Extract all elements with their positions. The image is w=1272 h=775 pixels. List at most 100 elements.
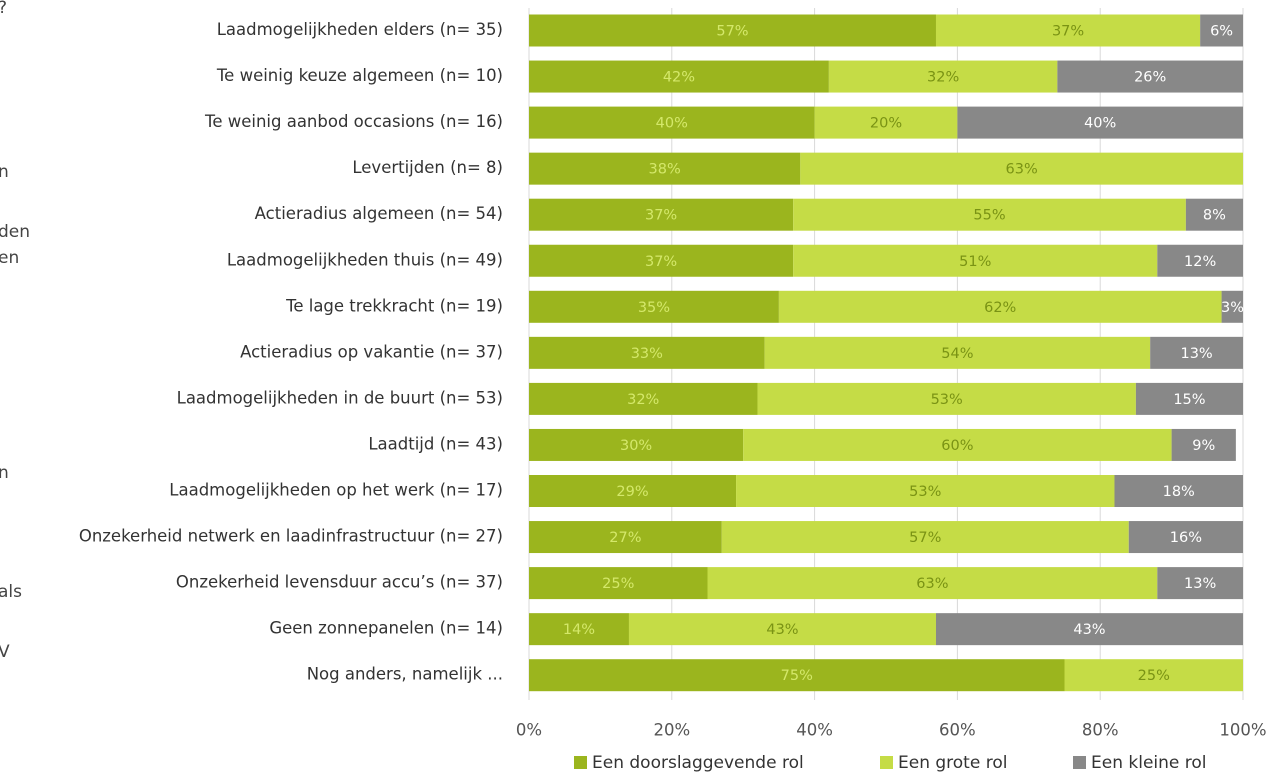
bar-segment-een-doorslaggevende-rol	[529, 152, 801, 185]
category-label: Actieradius algemeen (n= 54)	[255, 204, 503, 223]
category-label: Actieradius op vakantie (n= 37)	[240, 342, 503, 361]
bar-segment-een-doorslaggevende-rol	[529, 659, 1065, 692]
bar-segment-een-doorslaggevende-rol	[529, 613, 629, 646]
category-label: Laadtijd (n= 43)	[368, 434, 503, 453]
legend: Een doorslaggevende rol Een grote rol Een …	[574, 753, 1207, 773]
bar-segment-een-doorslaggevende-rol	[529, 14, 936, 47]
data-label: 14%	[563, 622, 595, 638]
data-label: 3%	[1221, 300, 1244, 316]
data-label: 6%	[1210, 24, 1233, 40]
category-label: Te weinig keuze algemeen (n= 10)	[216, 66, 503, 85]
data-label: 51%	[959, 254, 991, 270]
cropped-text-fragment: ?	[0, 0, 7, 18]
category-label: Nog anders, namelijk ...	[307, 665, 503, 684]
legend-swatch	[880, 756, 893, 769]
bar-segment-een-grote-rol	[800, 152, 1243, 185]
data-label: 20%	[870, 116, 902, 132]
bar-segment-een-doorslaggevende-rol	[529, 475, 737, 507]
data-label: 37%	[645, 254, 677, 270]
category-label: Laadmogelijkheden elders (n= 35)	[217, 20, 503, 39]
category-label: Levertijden (n= 8)	[352, 158, 503, 177]
data-label: 55%	[973, 208, 1005, 224]
data-label: 42%	[663, 70, 695, 86]
bar-segment-een-grote-rol	[721, 521, 1129, 554]
data-label: 8%	[1203, 208, 1226, 224]
legend-label: Een grote rol	[898, 753, 1007, 773]
bar-segment-een-kleine-rol	[1185, 198, 1243, 231]
data-label: 37%	[645, 208, 677, 224]
cropped-text-fragment: den	[0, 222, 30, 242]
category-label: Geen zonnepanelen (n= 14)	[269, 619, 503, 638]
data-label: 43%	[1073, 622, 1105, 638]
bar-segment-een-grote-rol	[764, 336, 1151, 369]
data-label: 15%	[1173, 392, 1205, 408]
cropped-left-text: ? n den en n als V	[0, 0, 30, 662]
data-label: 62%	[984, 300, 1016, 316]
data-label: 27%	[609, 530, 641, 546]
bar-segment-een-kleine-rol	[957, 106, 1243, 139]
bar-segment-een-kleine-rol	[1150, 336, 1243, 369]
data-label: 25%	[1138, 668, 1170, 684]
x-tick-label: 20%	[653, 721, 690, 740]
data-label: 38%	[649, 162, 681, 178]
bar-segment-een-kleine-rol	[1221, 290, 1243, 323]
bar-segment-een-grote-rol	[757, 382, 1136, 415]
data-label: 13%	[1180, 346, 1212, 362]
data-label: 40%	[1084, 116, 1116, 132]
data-label: 25%	[602, 576, 634, 592]
bar-segment-een-grote-rol	[935, 14, 1201, 47]
bar-segment-een-grote-rol	[1064, 659, 1243, 692]
data-label: 57%	[716, 24, 748, 40]
bar-segment-een-kleine-rol	[1057, 60, 1243, 93]
cropped-text-fragment: V	[0, 642, 10, 662]
category-label: Laadmogelijkheden in de buurt (n= 53)	[177, 388, 503, 407]
bar-segment-een-grote-rol	[736, 475, 1115, 507]
data-label: 37%	[1052, 24, 1084, 40]
bar-segment-een-doorslaggevende-rol	[529, 290, 779, 323]
bar-segment-een-kleine-rol	[1171, 428, 1236, 461]
cropped-text-fragment: als	[0, 582, 22, 602]
x-axis-ticks: 0% 20% 40% 60% 80% 100%	[516, 721, 1267, 740]
data-label: 32%	[927, 70, 959, 86]
category-label: Te lage trekkracht (n= 19)	[285, 296, 503, 315]
category-label: Laadmogelijkheden thuis (n= 49)	[227, 250, 503, 269]
x-tick-label: 80%	[1082, 721, 1119, 740]
data-label: 32%	[627, 392, 659, 408]
data-label: 33%	[631, 346, 663, 362]
data-label: 75%	[781, 668, 813, 684]
category-label: Laadmogelijkheden op het werk (n= 17)	[169, 481, 503, 500]
bar-segment-een-grote-rol	[814, 106, 958, 139]
bar-segment-een-kleine-rol	[1135, 382, 1243, 415]
data-label: 29%	[616, 484, 648, 500]
bar-segment-een-kleine-rol	[1200, 14, 1243, 47]
bar-segment-een-grote-rol	[743, 428, 1172, 461]
bar-segment-een-doorslaggevende-rol	[529, 60, 829, 93]
bar-segment-een-grote-rol	[793, 198, 1186, 231]
bar-segment-een-doorslaggevende-rol	[529, 244, 794, 277]
data-label: 57%	[909, 530, 941, 546]
segment-labels: 57% 37% 6% 42% 32% 26% 40% 20% 40% 38% 63% 37% 55% 8%…	[563, 24, 1244, 685]
data-label: 54%	[941, 346, 973, 362]
category-label: Te weinig aanbod occasions (n= 16)	[204, 112, 503, 131]
bar-segment-een-grote-rol	[778, 290, 1222, 323]
x-tick-label: 40%	[796, 721, 833, 740]
bar-segment-een-kleine-rol	[1157, 567, 1243, 600]
bar-segment-een-kleine-rol	[1114, 475, 1243, 507]
data-label: 53%	[909, 484, 941, 500]
bar-segment-een-doorslaggevende-rol	[529, 521, 722, 554]
x-tick-label: 100%	[1219, 721, 1266, 740]
category-labels: Laadmogelijkheden elders (n= 35) Te weini…	[79, 20, 503, 684]
bar-segment-een-grote-rol	[628, 613, 936, 646]
data-label: 13%	[1184, 576, 1216, 592]
x-tick-label: 60%	[939, 721, 976, 740]
category-label: Onzekerheid levensduur accu’s (n= 37)	[176, 573, 503, 592]
bar-segment-een-doorslaggevende-rol	[529, 106, 815, 139]
data-label: 9%	[1192, 438, 1215, 454]
bar-segment-een-kleine-rol	[1157, 244, 1243, 277]
data-label: 40%	[656, 116, 688, 132]
bar-segment-een-doorslaggevende-rol	[529, 428, 744, 461]
data-label: 26%	[1134, 70, 1166, 86]
data-label: 16%	[1170, 530, 1202, 546]
category-label: Onzekerheid netwerk en laadinfrastructuu…	[79, 527, 503, 546]
